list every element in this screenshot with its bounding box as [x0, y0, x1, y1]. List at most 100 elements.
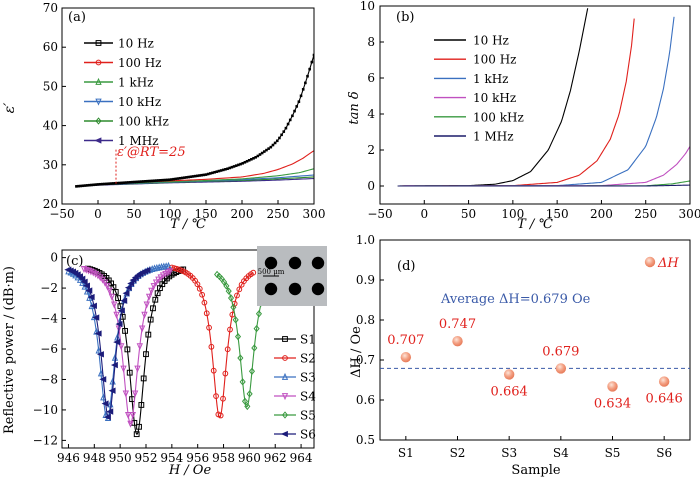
panel-a-point — [159, 179, 162, 182]
panel-a-point — [237, 163, 240, 167]
panel-c-point — [131, 390, 139, 398]
panel-c-point — [134, 365, 141, 373]
panel-c-point — [108, 387, 116, 394]
panel-c-x-tick-label: 954 — [160, 451, 183, 465]
panel-a-point — [165, 178, 169, 182]
panel-c-point — [208, 343, 215, 350]
panel-a-point — [118, 181, 121, 185]
panel-c-point — [194, 281, 201, 288]
inset-hole — [311, 282, 325, 296]
panel-c-point — [92, 270, 99, 278]
panel-a-point — [85, 184, 89, 187]
panel-a-point — [254, 155, 257, 159]
panel-c-point — [210, 367, 217, 374]
panel-c-point — [108, 293, 116, 301]
panel-a-point — [221, 168, 225, 172]
panel-c-point — [87, 268, 95, 276]
panel-c-y-tick-label: −10 — [33, 403, 58, 417]
panel-a-point — [137, 180, 141, 184]
panel-d-value-label: 0.747 — [439, 317, 476, 332]
panel-c-point — [152, 296, 159, 303]
panel-a-x-tick-label: 150 — [195, 207, 218, 221]
panel-a-point — [204, 173, 208, 176]
panel-c-series-S6 — [64, 266, 151, 421]
panel-a-point — [267, 147, 270, 150]
panel-c-legend-item: S1 — [274, 333, 316, 347]
panel-a-point — [304, 81, 307, 85]
panel-c-point — [234, 292, 240, 299]
panel-c-point — [117, 307, 125, 314]
panel-c-legend-item: S4 — [274, 390, 316, 404]
panel-c-point — [143, 266, 151, 274]
panel-c-point — [122, 290, 130, 297]
legend-marker — [95, 40, 102, 46]
panel-c-x-tick-label: 960 — [238, 451, 261, 465]
panel-c-point — [85, 287, 93, 294]
panel-a-x-tick-label: 250 — [267, 207, 290, 221]
panel-b-y-tick-label: 8 — [367, 35, 375, 49]
panel-a-point — [241, 161, 245, 165]
panel-c-x-tick-label: 948 — [83, 451, 106, 465]
panel-c-point — [94, 330, 102, 337]
panel-b-legend-item: 10 Hz — [434, 34, 509, 48]
panel-a-annotation: ε′@RT=25 — [117, 145, 186, 160]
panel-a-point — [213, 170, 216, 174]
panel-a-point — [183, 176, 186, 179]
panel-c-point — [126, 369, 133, 376]
panel-a-legend-label: 100 Hz — [118, 56, 162, 70]
panel-c-point — [120, 365, 127, 373]
panel-b-x-tick-label: 50 — [461, 207, 476, 221]
panel-c-point — [136, 343, 143, 351]
panel-a-point — [301, 88, 305, 91]
panel-b-series-1-kHz — [397, 16, 675, 187]
panel-c-legend-item: S5 — [274, 409, 316, 423]
panel-a-point — [209, 172, 212, 175]
panel-c-point — [237, 354, 244, 362]
panel-a-point — [144, 179, 147, 183]
panel-b-y-tick-label: 2 — [367, 143, 375, 157]
panel-c-legend-label: S2 — [300, 352, 316, 366]
panel-c-point — [159, 272, 167, 280]
panel-c-label: (c) — [66, 254, 83, 269]
panel-a-point — [269, 145, 273, 149]
panel-c-legend: S1 S2 S3 S4 S5 S6 — [274, 333, 316, 442]
panel-a-point — [260, 151, 264, 155]
panel-a-point — [129, 180, 132, 184]
panel-c-point — [165, 261, 172, 269]
panel-a-point — [280, 133, 283, 137]
panel-c-point — [255, 310, 262, 318]
panel-a-y-tick-label: 30 — [43, 158, 58, 172]
panel-c-point — [141, 311, 148, 319]
panel-c-y-tick-label: −8 — [40, 372, 58, 386]
panel-c-x-tick-label: 958 — [212, 451, 235, 465]
panel-c-point — [97, 369, 105, 377]
panel-d-y-tick-label: 0.5 — [356, 433, 375, 447]
panel-b-x-tick-label: 0 — [420, 207, 428, 221]
panel-b-legend-item: 100 Hz — [434, 53, 517, 67]
panel-a-point — [256, 154, 260, 158]
panel-a-point — [120, 181, 124, 185]
panel-a-point — [271, 143, 275, 147]
panel-a-point — [217, 169, 221, 173]
panel-b-series-1-MHz — [397, 184, 690, 187]
legend-marker — [95, 59, 102, 66]
panel-a-point — [101, 182, 104, 186]
panel-a-point — [228, 166, 232, 170]
panel-a-point — [226, 167, 229, 171]
panel-c-point — [127, 420, 134, 428]
panel-c-x-axis-label: H / Oe — [168, 463, 212, 478]
panel-a-point — [243, 160, 247, 164]
panel-c-x-tick-label: 962 — [264, 451, 287, 465]
panel-a-point — [103, 182, 106, 186]
panel-b-legend-item: 1 MHz — [434, 130, 514, 144]
panel-a-point — [124, 181, 128, 184]
panel-c-point — [220, 395, 226, 402]
panel-a-point — [234, 164, 238, 167]
panel-a-point — [202, 173, 206, 177]
panel-c-point — [138, 402, 145, 408]
panel-c-point — [90, 269, 97, 277]
panel-c-point — [94, 272, 102, 280]
panel-a-frame — [61, 7, 315, 205]
panel-c-point — [101, 279, 109, 287]
panel-a-x-axis-label: T / ℃ — [170, 217, 206, 232]
